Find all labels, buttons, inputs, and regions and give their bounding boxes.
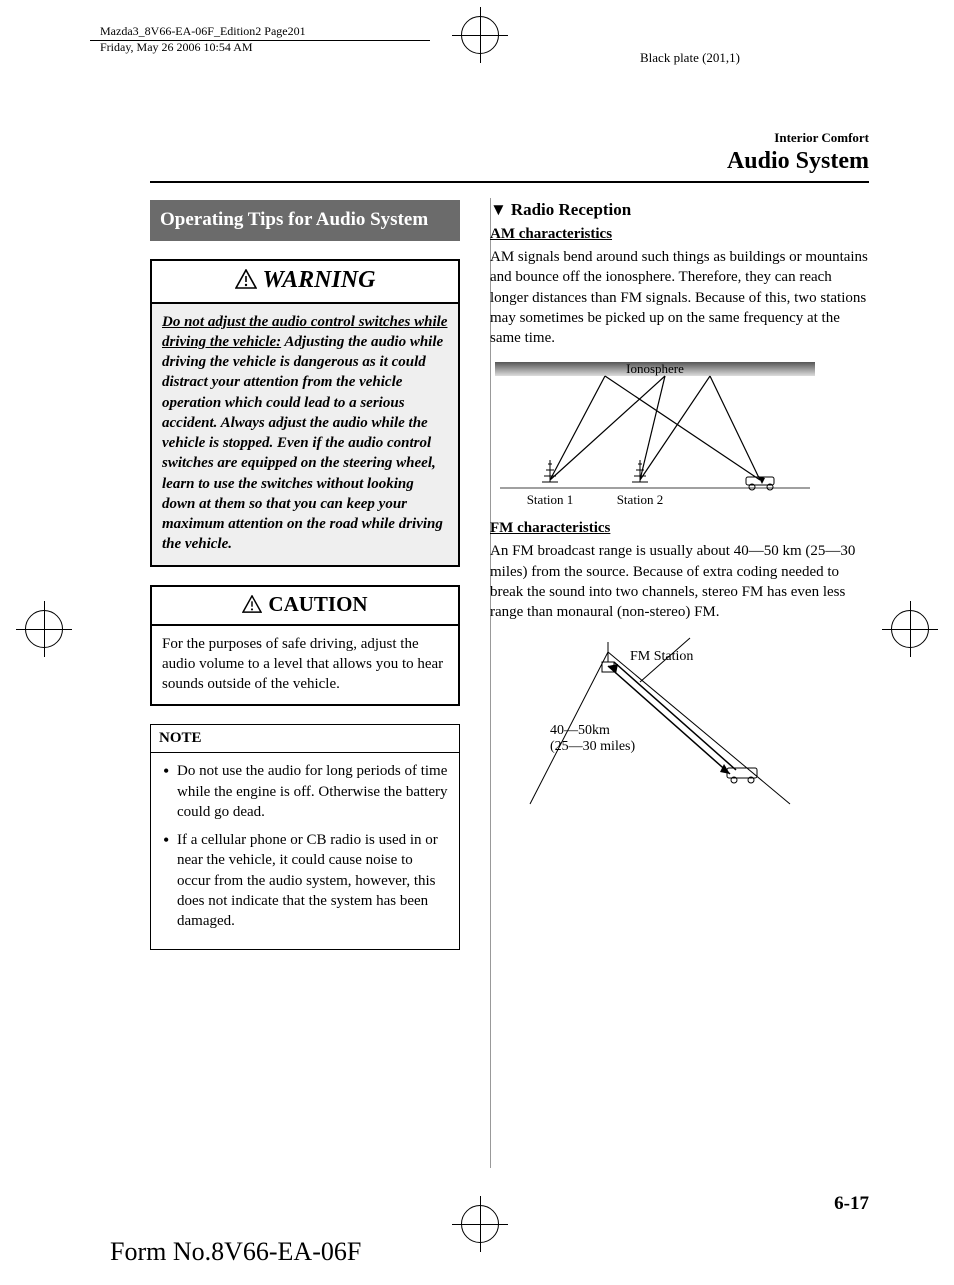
section-title: Operating Tips for Audio System xyxy=(150,200,460,241)
registration-mark-left xyxy=(14,610,74,710)
header-subtitle: Interior Comfort xyxy=(150,130,869,146)
note-item: Do not use the audio for long periods of… xyxy=(161,761,449,822)
caution-label: CAUTION xyxy=(268,592,367,616)
fm-range1: 40―50km xyxy=(550,723,610,738)
doc-meta-line1: Mazda3_8V66-EA-06F_Edition2 Page201 xyxy=(100,24,306,40)
page-header: Interior Comfort Audio System xyxy=(150,130,869,183)
warning-icon xyxy=(235,269,257,296)
right-column: ▼Radio Reception AM characteristics AM s… xyxy=(490,200,869,950)
warning-body: Do not adjust the audio control switches… xyxy=(152,304,458,565)
caution-box: CAUTION For the purposes of safe driving… xyxy=(150,585,460,707)
fm-range2: (25―30 miles) xyxy=(550,739,635,754)
radio-heading-text: Radio Reception xyxy=(511,200,631,219)
fm-body: An FM broadcast range is usually about 4… xyxy=(490,541,869,622)
note-header: NOTE xyxy=(151,725,459,753)
station1-label: Station 1 xyxy=(527,492,574,507)
ionosphere-label: Ionosphere xyxy=(626,361,684,376)
header-title: Audio System xyxy=(150,148,869,175)
registration-mark-right xyxy=(880,610,940,710)
am-title: AM characteristics xyxy=(490,226,869,243)
doc-meta-line2: Friday, May 26 2006 10:54 AM xyxy=(100,40,306,56)
warning-box: WARNING Do not adjust the audio control … xyxy=(150,259,460,567)
note-item: If a cellular phone or CB radio is used … xyxy=(161,830,449,931)
content: Operating Tips for Audio System WARNING … xyxy=(150,200,869,950)
form-number: Form No.8V66-EA-06F xyxy=(110,1237,361,1267)
fm-station-label: FM Station xyxy=(630,649,693,664)
registration-mark-top xyxy=(430,16,530,76)
radio-reception-heading: ▼Radio Reception xyxy=(490,200,869,220)
registration-mark-bottom xyxy=(430,1205,530,1265)
note-box: NOTE Do not use the audio for long perio… xyxy=(150,724,460,950)
caution-header: CAUTION xyxy=(152,587,458,626)
fm-title: FM characteristics xyxy=(490,520,869,537)
am-body: AM signals bend around such things as bu… xyxy=(490,247,869,348)
note-body: Do not use the audio for long periods of… xyxy=(151,753,459,949)
warning-text: Adjusting the audio while driving the ve… xyxy=(162,334,443,553)
triangle-marker-icon: ▼ xyxy=(490,200,507,219)
station2-label: Station 2 xyxy=(617,492,664,507)
black-plate-label: Black plate (201,1) xyxy=(640,50,740,66)
warning-header: WARNING xyxy=(152,261,458,304)
fm-diagram: FM Station 40―50km (25―30 miles) xyxy=(490,634,869,814)
caution-icon xyxy=(242,594,262,619)
am-diagram: Ionosphere xyxy=(490,360,869,510)
page-number: 6-17 xyxy=(834,1193,869,1215)
warning-label: WARNING xyxy=(263,267,376,293)
header-rule xyxy=(150,181,869,183)
caution-body: For the purposes of safe driving, adjust… xyxy=(152,626,458,705)
left-column: Operating Tips for Audio System WARNING … xyxy=(150,200,460,950)
